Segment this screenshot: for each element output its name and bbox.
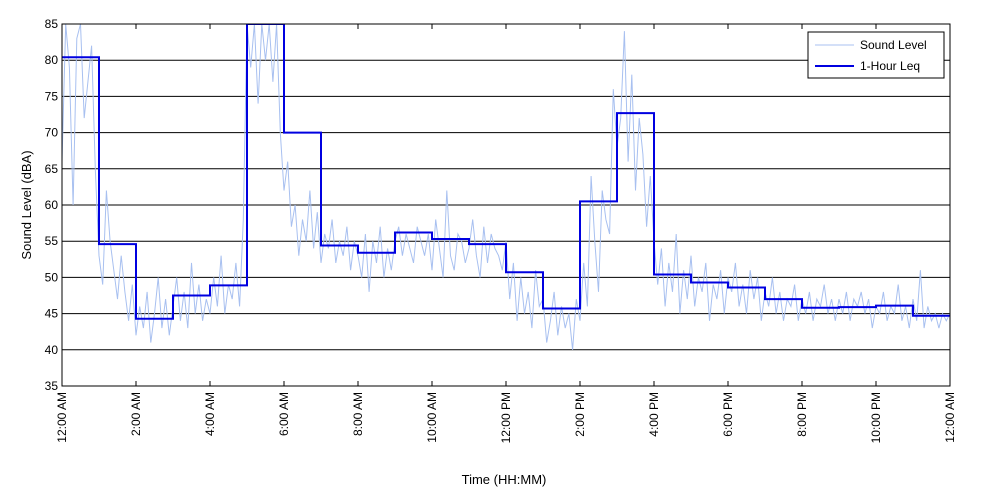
x-tick-label: 12:00 PM <box>499 392 513 443</box>
legend-label-sound-level: Sound Level <box>860 38 927 52</box>
y-axis-ticks: 35 40 45 50 55 60 65 70 75 80 85 <box>45 17 59 393</box>
y-axis-label: Sound Level (dBA) <box>19 150 34 259</box>
x-tick-label: 12:00 AM <box>943 392 957 443</box>
plot-frame <box>61 23 951 387</box>
x-tick-label: 8:00 AM <box>351 392 365 436</box>
x-tick-label: 4:00 PM <box>647 392 661 437</box>
x-axis-ticks: 12:00 AM 2:00 AM 4:00 AM 6:00 AM 8:00 AM 10:0… <box>55 24 957 443</box>
x-tick-label: 6:00 PM <box>721 392 735 437</box>
x-tick-label: 8:00 PM <box>795 392 809 437</box>
legend-label-1-hour-leq: 1-Hour Leq <box>860 59 920 73</box>
x-tick-label: 10:00 AM <box>425 392 439 443</box>
y-tick-label: 40 <box>45 343 59 357</box>
y-tick-label: 75 <box>45 89 59 103</box>
x-tick-label: 12:00 AM <box>55 392 69 443</box>
y-tick-label: 70 <box>45 126 59 140</box>
y-tick-label: 35 <box>45 379 59 393</box>
x-tick-label: 6:00 AM <box>277 392 291 436</box>
y-tick-label: 65 <box>45 162 59 176</box>
x-tick-label: 10:00 PM <box>869 392 883 443</box>
y-tick-label: 50 <box>45 270 59 284</box>
x-tick-label: 2:00 AM <box>129 392 143 436</box>
legend: Sound Level 1-Hour Leq <box>807 31 945 79</box>
y-tick-label: 85 <box>45 17 59 31</box>
x-tick-label: 4:00 AM <box>203 392 217 436</box>
plot-area <box>62 24 950 350</box>
legend-box <box>807 31 945 79</box>
x-tick-label: 2:00 PM <box>573 392 587 437</box>
y-tick-label: 60 <box>45 198 59 212</box>
x-axis-label: Time (HH:MM) <box>462 472 547 487</box>
series-1-hour-leq-line <box>62 24 950 320</box>
y-tick-label: 45 <box>45 307 59 321</box>
y-tick-label: 80 <box>45 53 59 67</box>
y-tick-label: 55 <box>45 234 59 248</box>
